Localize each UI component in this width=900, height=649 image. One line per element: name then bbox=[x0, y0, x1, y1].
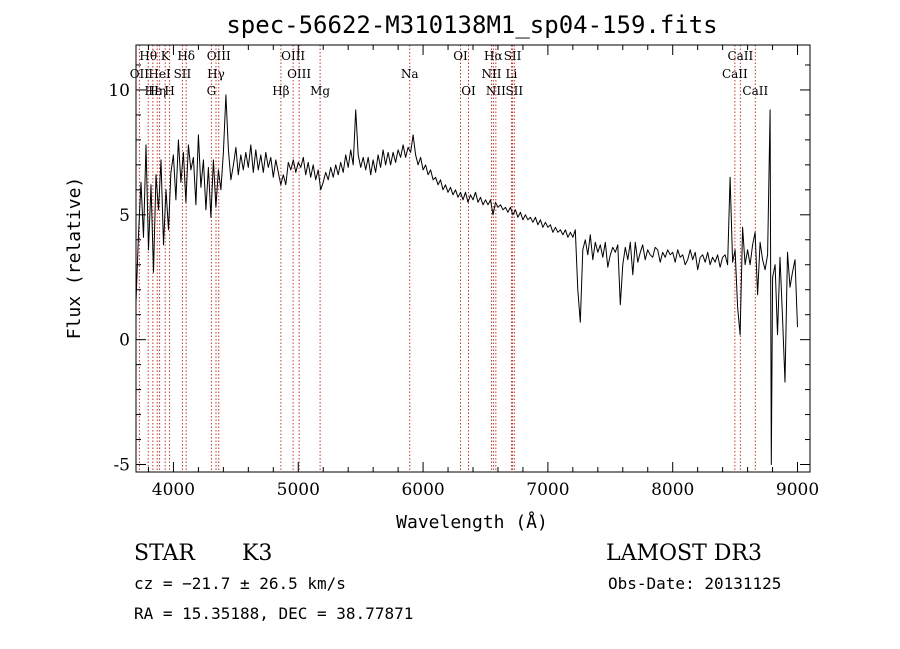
line-label: OII bbox=[130, 67, 150, 81]
line-label: Hε bbox=[145, 84, 162, 98]
y-tick-label: 10 bbox=[108, 81, 130, 101]
coordinates: RA = 15.35188, DEC = 38.77871 bbox=[134, 604, 413, 623]
x-axis-label: Wavelength (Å) bbox=[396, 511, 548, 533]
line-label: H bbox=[164, 84, 174, 98]
line-label: HeI bbox=[148, 67, 171, 81]
line-label: CaII bbox=[722, 67, 748, 81]
redshift-info: cz = −21.7 ± 26.5 km/s bbox=[134, 574, 346, 593]
line-label: Mg bbox=[310, 84, 330, 98]
x-tick-label: 6000 bbox=[401, 480, 444, 500]
y-axis: -5 0 5 10 bbox=[108, 64, 810, 476]
line-label: G bbox=[207, 84, 217, 98]
line-label: CaII bbox=[742, 84, 768, 98]
object-subclass: K3 bbox=[242, 541, 272, 566]
y-tick-label: 0 bbox=[119, 331, 130, 351]
x-tick-label: 4000 bbox=[152, 480, 195, 500]
x-tick-label: 7000 bbox=[526, 480, 569, 500]
x-tick-label: 9000 bbox=[776, 480, 819, 500]
y-axis-label: Flux (relative) bbox=[64, 177, 85, 340]
x-tick-label: 5000 bbox=[277, 480, 320, 500]
line-label: Hγ bbox=[207, 67, 225, 81]
line-label: Hβ bbox=[272, 84, 289, 98]
survey-name: LAMOST DR3 bbox=[606, 541, 762, 566]
line-label: SII bbox=[505, 84, 523, 98]
line-label: NII bbox=[481, 67, 501, 81]
spectrum-line bbox=[135, 94, 798, 465]
line-label: Na bbox=[401, 67, 419, 81]
obs-date: Obs-Date: 20131125 bbox=[608, 574, 781, 593]
line-label: Hθ bbox=[139, 49, 157, 63]
x-axis: 4000 5000 6000 7000 8000 9000 bbox=[147, 45, 819, 500]
line-label: SII bbox=[504, 49, 522, 63]
line-label: OIII bbox=[281, 49, 305, 63]
line-label: OI bbox=[453, 49, 468, 63]
y-tick-label: -5 bbox=[113, 456, 130, 476]
line-label: Li bbox=[506, 67, 518, 81]
line-label: OIII bbox=[207, 49, 231, 63]
y-tick-label: 5 bbox=[119, 206, 130, 226]
spectrum-layer bbox=[135, 94, 798, 465]
line-label: SII bbox=[174, 67, 192, 81]
line-label: OI bbox=[461, 84, 476, 98]
line-label: Hη bbox=[148, 84, 166, 98]
line-label: NII bbox=[486, 84, 506, 98]
line-label: CaII bbox=[727, 49, 753, 63]
object-type: STAR bbox=[134, 541, 196, 566]
spectral-line-markers bbox=[138, 45, 756, 472]
line-label: OIII bbox=[287, 67, 311, 81]
chart-title: spec-56622-M310138M1_sp04-159.fits bbox=[226, 11, 717, 39]
x-tick-label: 8000 bbox=[651, 480, 694, 500]
line-label: K bbox=[161, 49, 171, 63]
line-label: Hδ bbox=[177, 49, 195, 63]
line-label: Hα bbox=[484, 49, 503, 63]
